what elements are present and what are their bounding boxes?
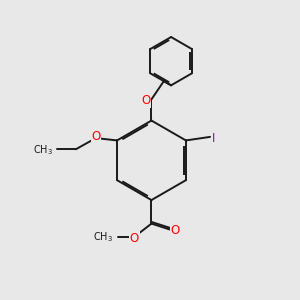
Text: O: O <box>170 224 180 238</box>
Text: O: O <box>91 130 101 142</box>
Text: CH$_3$: CH$_3$ <box>33 143 53 157</box>
Text: CH$_3$: CH$_3$ <box>93 230 113 244</box>
Text: O: O <box>130 232 139 245</box>
Text: I: I <box>212 132 215 145</box>
Text: O: O <box>142 94 151 107</box>
